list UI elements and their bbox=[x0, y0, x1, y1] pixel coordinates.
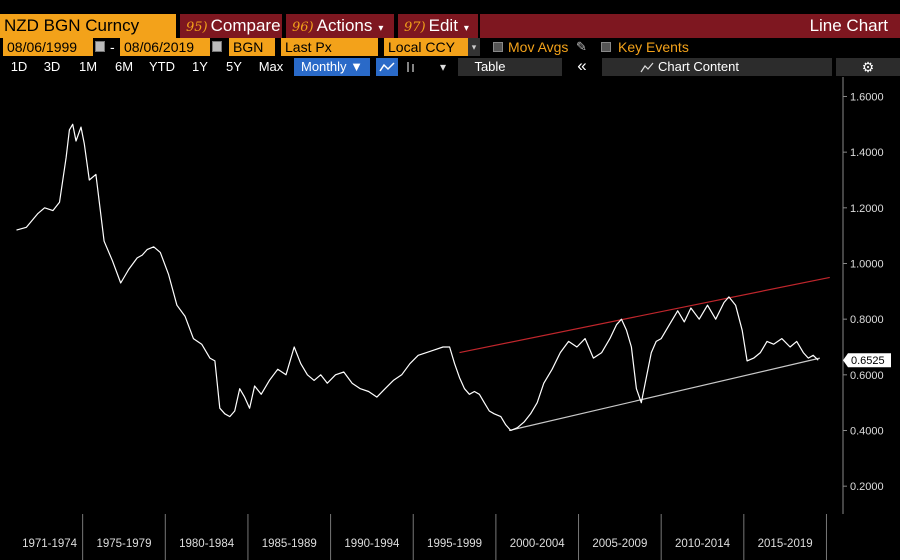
toolbar: 1D 3D 1M 6M YTD 1Y 5Y Max Monthly ▼ ▾ Ta… bbox=[0, 57, 900, 77]
y-tick-label: 1.6000 bbox=[850, 91, 884, 103]
y-tick-label: 0.6000 bbox=[850, 370, 884, 382]
x-axis-ticks: 1971-1974 1975-1979 1980-1984 1985-1989 1990… bbox=[22, 538, 813, 550]
x-tick-label: 1990-1994 bbox=[344, 538, 400, 550]
source-field[interactable]: BGN bbox=[229, 38, 275, 56]
range-3d-button[interactable]: 3D bbox=[43, 59, 61, 74]
y-tick-label: 0.2000 bbox=[850, 481, 884, 493]
calendar-icon[interactable] bbox=[212, 41, 222, 52]
y-axis-ticks: 0.2000 0.4000 0.6000 0.8000 1.0000 1.2000 1.40… bbox=[843, 91, 884, 493]
header-bar: NZD BGN Curncy 95) Compare 96) Actions ▾ 97… bbox=[0, 14, 900, 38]
trendlines bbox=[459, 276, 830, 432]
chart-type-label: Line Chart bbox=[480, 14, 900, 38]
chart-content-icon bbox=[636, 58, 658, 76]
end-date-field[interactable]: 08/06/2019 bbox=[120, 38, 210, 56]
calendar-icon[interactable] bbox=[95, 41, 105, 52]
y-tick-label: 1.4000 bbox=[850, 147, 884, 159]
chart-background bbox=[0, 77, 900, 560]
x-tick-label: 1985-1989 bbox=[262, 538, 317, 550]
chart-type-dropdown-icon[interactable]: ▾ bbox=[439, 60, 447, 74]
line-chart-icon[interactable] bbox=[376, 58, 398, 76]
settings-button[interactable] bbox=[836, 58, 900, 76]
range-1d-button[interactable]: 1D bbox=[10, 59, 28, 74]
start-date-field[interactable]: 08/06/1999 bbox=[3, 38, 93, 56]
edit-menu[interactable]: 97) Edit ▾ bbox=[398, 14, 478, 38]
key-events-checkbox[interactable] bbox=[601, 42, 611, 52]
y-tick-label: 1.0000 bbox=[850, 258, 884, 270]
chevron-down-icon: ▾ bbox=[378, 23, 384, 34]
gear-icon[interactable]: ⚙ bbox=[861, 59, 875, 75]
x-tick-label: 1995-1999 bbox=[427, 538, 482, 550]
last-value-tag bbox=[843, 353, 891, 368]
chart-content-label: Chart Content bbox=[658, 59, 739, 74]
price-field[interactable]: Last Px bbox=[281, 38, 378, 56]
last-value-marker: 0.6525 bbox=[843, 353, 891, 368]
key-events-label[interactable]: Key Events bbox=[618, 39, 689, 55]
line-chart: 0.2000 0.4000 0.6000 0.8000 1.0000 1.2000 1.40… bbox=[0, 77, 900, 560]
series-line bbox=[16, 123, 819, 432]
range-ytd-button[interactable]: YTD bbox=[149, 59, 175, 74]
trendline bbox=[459, 276, 830, 354]
currency-field[interactable]: Local CCY bbox=[384, 38, 468, 56]
x-tick-label: 2000-2004 bbox=[510, 538, 566, 550]
range-5y-button[interactable]: 5Y bbox=[226, 59, 242, 74]
range-6m-button[interactable]: 6M bbox=[114, 59, 134, 74]
actions-menu[interactable]: 96) Actions ▾ bbox=[286, 14, 394, 38]
period-dropdown[interactable]: Monthly ▼ bbox=[294, 58, 370, 76]
x-tick-label: 2015-2019 bbox=[758, 538, 813, 550]
collapse-button[interactable]: « bbox=[577, 56, 587, 75]
x-tick-label: 2005-2009 bbox=[592, 538, 647, 550]
actions-menu-label: Actions bbox=[316, 16, 373, 35]
edit-menu-number: 97) bbox=[404, 20, 426, 35]
compare-menu-number: 95) bbox=[186, 20, 208, 35]
mov-avgs-label[interactable]: Mov Avgs bbox=[508, 39, 569, 55]
table-label: Table bbox=[474, 59, 506, 74]
chart-content-button[interactable] bbox=[602, 58, 832, 76]
y-tick-label: 0.8000 bbox=[850, 314, 884, 326]
edit-menu-label: Edit bbox=[428, 16, 458, 35]
x-tick-label: 1980-1984 bbox=[179, 538, 235, 550]
x-tick-label: 1975-1979 bbox=[96, 538, 151, 550]
price-series bbox=[16, 123, 819, 432]
range-1y-button[interactable]: 1Y bbox=[192, 59, 208, 74]
range-1m-button[interactable]: 1M bbox=[78, 59, 98, 74]
y-tick-label: 0.4000 bbox=[850, 425, 884, 437]
x-tick-label: 2010-2014 bbox=[675, 538, 731, 550]
settings-bar: 08/06/1999 - 08/06/2019 BGN Last Px Loca… bbox=[0, 38, 900, 56]
pencil-icon[interactable]: ✎ bbox=[576, 39, 587, 54]
last-value-label: 0.6525 bbox=[851, 355, 885, 367]
x-tick-label: 1971-1974 bbox=[22, 538, 78, 550]
mov-avgs-checkbox[interactable] bbox=[493, 42, 503, 52]
actions-menu-number: 96) bbox=[292, 20, 314, 35]
trendline bbox=[508, 357, 820, 432]
compare-menu[interactable]: 95) Compare bbox=[180, 14, 282, 38]
y-tick-label: 1.2000 bbox=[850, 203, 884, 215]
table-button[interactable] bbox=[458, 58, 562, 76]
ticker-field[interactable]: NZD BGN Curncy bbox=[0, 14, 176, 38]
x-axis-dividers bbox=[82, 514, 827, 560]
date-separator: - bbox=[110, 39, 115, 55]
bar-chart-icon[interactable] bbox=[400, 58, 422, 76]
range-max-button[interactable]: Max bbox=[258, 59, 284, 74]
chevron-down-icon: ▾ bbox=[463, 23, 469, 34]
currency-dropdown-icon[interactable]: ▾ bbox=[468, 38, 480, 56]
compare-menu-label: Compare bbox=[210, 16, 281, 35]
